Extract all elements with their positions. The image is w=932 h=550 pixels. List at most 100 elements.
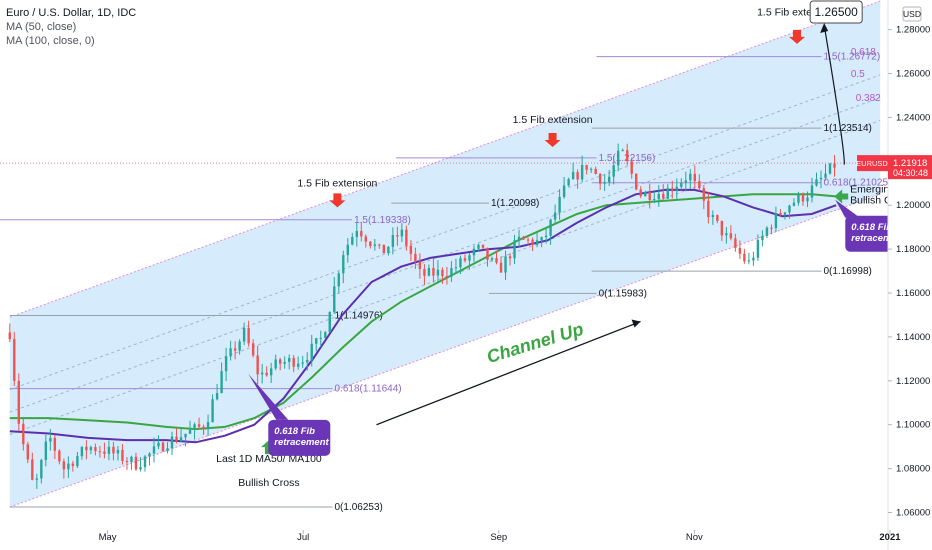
candle-body	[698, 181, 701, 189]
candle-body	[630, 161, 633, 174]
fib-level-label: 1(1.20098)	[491, 198, 539, 209]
fib-level-label: 0.618(1.21025)	[823, 178, 891, 189]
candle-body	[729, 233, 733, 239]
candle-body	[725, 233, 728, 236]
candle-body	[616, 150, 620, 166]
candle-body	[58, 450, 61, 462]
candle-body	[306, 359, 309, 363]
y-tick-label: 1.14000	[896, 332, 930, 343]
candle-body	[274, 359, 277, 369]
candle-body	[648, 191, 651, 200]
candle-body	[53, 437, 57, 451]
candle-body	[22, 423, 25, 445]
candle-body	[247, 327, 250, 344]
candle-body	[738, 247, 742, 254]
candle-body	[644, 191, 647, 197]
candle-body	[553, 212, 557, 220]
candle-body	[405, 229, 408, 246]
candle-body	[526, 239, 530, 241]
callout-pointer	[248, 373, 289, 420]
candle-body	[612, 165, 615, 177]
candle-body	[562, 185, 566, 197]
candle-body	[229, 348, 232, 357]
candle-body	[418, 261, 422, 269]
candle-body	[301, 362, 304, 364]
fib-levels: 1.5(1.19338) 1(1.20098) 1(1.14976) 0.618(1.…	[0, 52, 891, 513]
candle-body	[675, 186, 678, 192]
candle-body	[278, 359, 282, 364]
candle-body	[242, 327, 246, 342]
candle-body	[815, 179, 818, 186]
candle-body	[98, 451, 102, 453]
red-down-arrow	[329, 193, 346, 208]
candle-body	[409, 245, 413, 254]
x-tick-label: Nov	[686, 532, 703, 543]
candle-body	[720, 220, 724, 236]
channel-fib-line	[9, 74, 881, 391]
ma50-legend: MA (50, close)	[6, 21, 77, 33]
candle-body	[292, 357, 295, 367]
candle-body	[693, 173, 697, 182]
callout-box	[268, 419, 331, 456]
candle-body	[202, 426, 205, 430]
candle-body	[360, 231, 363, 237]
candle-body	[481, 244, 485, 248]
candle-body	[594, 168, 597, 174]
annotation-label: Bullish Cross	[238, 477, 299, 489]
candle-body	[468, 255, 471, 261]
candle-body	[544, 235, 548, 238]
candle-body	[233, 348, 237, 351]
ma100-line	[9, 193, 837, 431]
candle-body	[170, 436, 174, 449]
candle-body	[558, 196, 561, 213]
candle-body	[283, 361, 286, 364]
candle-body	[711, 214, 715, 218]
channel-fib-line	[9, 119, 881, 435]
candle-body	[635, 173, 638, 190]
candle-body	[265, 372, 268, 376]
candle-body	[103, 451, 106, 454]
candle-body	[355, 231, 359, 237]
candle-body	[107, 446, 111, 454]
candle-body	[130, 456, 133, 462]
candle-body	[716, 214, 719, 221]
candle-body	[779, 213, 782, 215]
channel-fib-label: 0.382	[856, 93, 881, 104]
symbol-badge-label: EURUSD	[856, 159, 888, 168]
candle-body	[626, 150, 629, 162]
candle-body	[472, 248, 476, 256]
candle-body	[369, 241, 372, 246]
candle-body	[346, 244, 349, 256]
candle-body	[116, 449, 120, 454]
y-tick-label: 1.08000	[896, 464, 930, 475]
candle-body	[702, 188, 706, 201]
x-tick-label: May	[99, 532, 117, 543]
candle-body	[8, 332, 11, 340]
candle-body	[148, 453, 151, 457]
candle-body	[378, 244, 381, 246]
candle-body	[828, 163, 832, 174]
candle-body	[788, 205, 791, 213]
candle-body	[454, 267, 458, 269]
candle-body	[215, 393, 219, 400]
candle-body	[450, 268, 453, 277]
x-tick-label: Jul	[297, 532, 309, 543]
candle-body	[607, 176, 611, 183]
candle-body	[657, 193, 660, 200]
callout-text: 0.618 Fib	[274, 426, 315, 437]
red-down-arrow	[789, 29, 806, 44]
candle-body	[824, 173, 827, 178]
candle-body	[85, 446, 88, 451]
emerging-cross-label: Emerging	[850, 183, 895, 195]
candle-body	[179, 437, 183, 442]
candle-body	[319, 337, 322, 339]
candle-body	[522, 236, 525, 240]
candle-body	[580, 165, 584, 180]
candle-body	[797, 194, 800, 203]
currency-button-label: USD	[903, 9, 921, 19]
y-tick-label: 1.20000	[896, 200, 930, 211]
candle-body	[400, 229, 404, 237]
